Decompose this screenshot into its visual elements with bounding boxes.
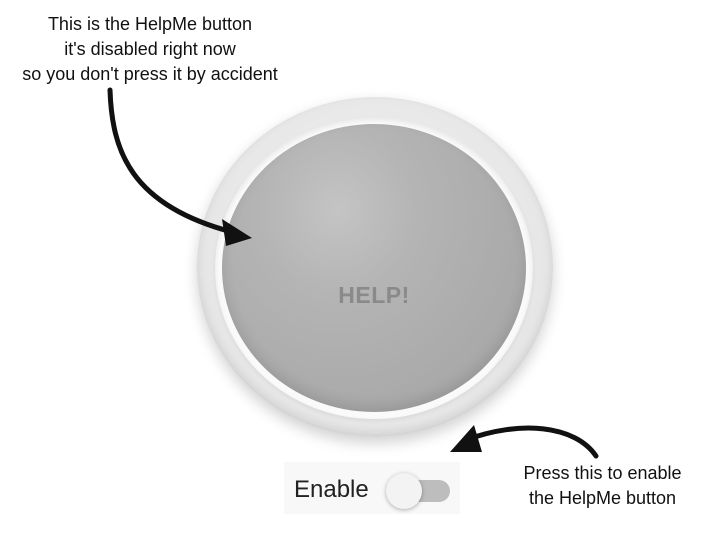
annotation-line: Press this to enable: [523, 463, 682, 483]
annotation-line: the HelpMe button: [528, 488, 677, 508]
help-button-bezel: HELP!: [197, 97, 553, 437]
help-button[interactable]: HELP!: [222, 124, 526, 412]
enable-switch-thumb[interactable]: [386, 473, 422, 509]
arrowhead-enable-icon: [450, 425, 482, 452]
enable-toggle-annotation: Press this to enable the HelpMe button: [500, 461, 705, 511]
help-button-label: HELP!: [338, 282, 410, 308]
help-button-annotation: This is the HelpMe button it's disabled …: [0, 12, 300, 87]
enable-toggle-row: Enable: [284, 462, 460, 514]
arrow-to-help-button-icon: [107, 87, 235, 235]
annotation-line: so you don't press it by accident: [22, 64, 278, 84]
arrowhead-help-icon: [222, 219, 252, 246]
arrow-to-enable-toggle-icon: [463, 425, 599, 459]
enable-switch[interactable]: [386, 473, 450, 509]
enable-label: Enable: [294, 476, 369, 503]
help-button-ring: HELP!: [215, 117, 533, 419]
annotation-line: it's disabled right now: [64, 39, 236, 59]
annotation-line: This is the HelpMe button: [47, 14, 253, 34]
